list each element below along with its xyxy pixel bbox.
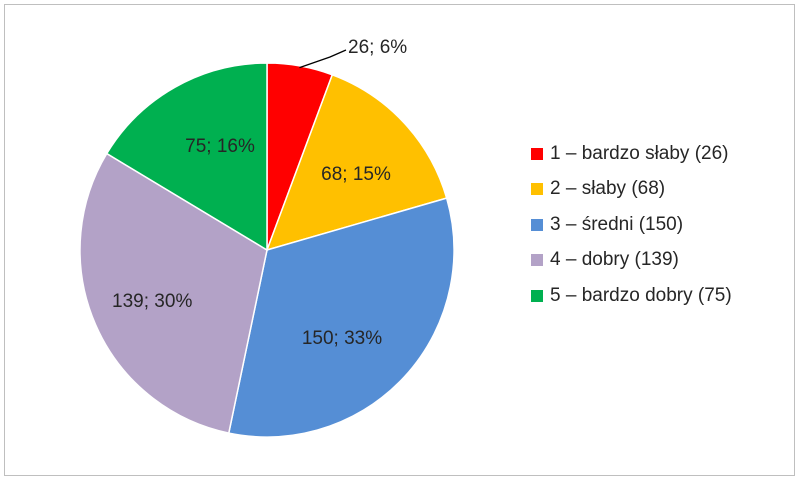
legend-label-5: 5 – bardzo dobry (75) <box>550 284 732 306</box>
pie-slice-5 <box>105 62 268 252</box>
pie-data-labels: 26; 6% 68; 15% 150; 33% 139; 30% 75; 16% <box>112 37 407 349</box>
pie-slice-2 <box>265 73 448 252</box>
data-label-5: 75; 16% <box>185 136 255 157</box>
data-label-2: 68; 15% <box>321 164 391 185</box>
legend-swatch-1 <box>531 147 543 160</box>
chart-legend: 1 – bardzo słaby (26) 2 – słaby (68) 3 –… <box>531 142 793 320</box>
legend-label-4: 4 – dobry (139) <box>550 249 679 270</box>
data-label-3: 150; 33% <box>302 328 382 349</box>
legend-item-3: 3 – średni (150) <box>531 213 793 236</box>
legend-item-2: 2 – słaby (68) <box>531 178 793 201</box>
leader-line-1 <box>299 49 347 69</box>
legend-item-4: 4 – dobry (139) <box>531 249 793 272</box>
legend-item-1: 1 – bardzo słaby (26) <box>531 142 793 165</box>
legend-label-1: 1 – bardzo słaby (26) <box>550 142 729 164</box>
legend-swatch-3 <box>531 218 543 231</box>
data-label-4: 139; 30% <box>112 291 192 312</box>
legend-label-2: 2 – słaby (68) <box>550 178 666 199</box>
pie-slice-4 <box>79 152 268 434</box>
pie-slices <box>79 62 455 438</box>
pie-slice-3 <box>227 197 455 438</box>
legend-swatch-2 <box>531 183 543 195</box>
legend-swatch-5 <box>531 289 543 302</box>
legend-item-5: 5 – bardzo dobry (75) <box>531 284 793 307</box>
legend-label-3: 3 – średni (150) <box>550 213 684 235</box>
legend-swatch-4 <box>531 254 543 266</box>
data-label-1: 26; 6% <box>348 37 407 58</box>
